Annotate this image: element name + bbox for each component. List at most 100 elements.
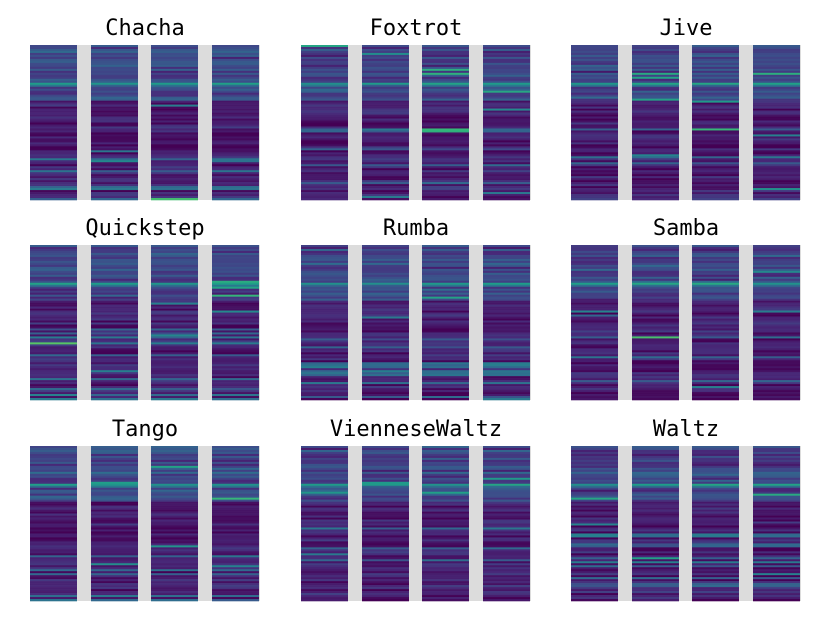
- spectrogram-row: [91, 336, 138, 339]
- spectrogram-row: [212, 352, 259, 355]
- spectrogram-row: [753, 390, 800, 393]
- spectrogram-row: [91, 278, 138, 282]
- spectrogram-row: [212, 338, 259, 341]
- spectrogram-row: [483, 469, 530, 473]
- spectrogram-row: [632, 276, 679, 280]
- spectrogram-row: [301, 597, 348, 600]
- spectrogram-row: [422, 587, 469, 590]
- spectrogram-row: [692, 473, 739, 477]
- spectrogram-row: [422, 332, 469, 335]
- spectrogram-row: [632, 158, 679, 161]
- spectrogram-row: [91, 60, 138, 64]
- spectrogram-row: [91, 543, 138, 546]
- spectrogram-row: [632, 513, 679, 516]
- spectrogram-row: [151, 382, 198, 385]
- spectrogram-row: [571, 449, 618, 453]
- spectrogram-row: [571, 140, 618, 143]
- spectrogram: [571, 45, 801, 201]
- spectrogram-row: [30, 174, 77, 177]
- spectrogram-row: [301, 561, 348, 564]
- spectrogram-row: [91, 45, 138, 48]
- spectrogram-row: [212, 384, 259, 387]
- spectrogram-row: [91, 398, 138, 401]
- spectrogram-row: [571, 328, 618, 331]
- spectrogram-row: [571, 122, 618, 125]
- spectrogram-row: [571, 100, 618, 103]
- spectrogram-row: [30, 64, 77, 68]
- spectrogram-row: [692, 332, 739, 335]
- spectrogram-row: [753, 304, 800, 307]
- spectrogram-row: [571, 288, 618, 292]
- spectrogram-row: [692, 286, 739, 290]
- spectrogram-row: [30, 152, 77, 155]
- spectrogram-row: [422, 537, 469, 540]
- spectrogram-row: [692, 330, 739, 333]
- spectrogram-row: [30, 453, 77, 457]
- spectrogram-row: [212, 102, 259, 105]
- spectrogram-row: [483, 176, 530, 179]
- spectrogram-row: [483, 284, 530, 288]
- spectrogram-row: [30, 593, 77, 596]
- spectrogram-row: [151, 499, 198, 502]
- spectrogram-row: [422, 118, 469, 121]
- spectrogram-row: [301, 256, 348, 260]
- spectrogram-row: [30, 268, 77, 272]
- spectrogram-row: [91, 272, 138, 276]
- spectrogram-row: [151, 280, 198, 284]
- spectrogram-row: [571, 120, 618, 123]
- spectrogram-row: [362, 457, 409, 461]
- spectrogram-row: [30, 250, 77, 254]
- spectrogram-row: [30, 567, 77, 570]
- spectrogram-row: [483, 509, 530, 512]
- spectrogram-row: [30, 150, 77, 153]
- spectrogram-row: [212, 489, 259, 493]
- spectrogram-row: [753, 182, 800, 185]
- spectrogram-row: [692, 392, 739, 395]
- spectrogram-row: [301, 266, 348, 270]
- spectrogram-row: [362, 485, 409, 489]
- spectrogram-row: [571, 455, 618, 459]
- spectrogram-row: [30, 122, 77, 125]
- spectrogram-row: [571, 254, 618, 258]
- spectrogram-row: [632, 154, 679, 157]
- spectrogram-row: [212, 374, 259, 377]
- spectrogram-row: [91, 388, 138, 391]
- spectrogram-row: [151, 148, 198, 151]
- spectrogram-row: [571, 523, 618, 526]
- spectrogram-row: [30, 282, 77, 286]
- spectrogram-row: [422, 334, 469, 337]
- spectrogram-row: [30, 198, 77, 201]
- spectrogram-row: [30, 82, 77, 86]
- spectrogram-row: [753, 575, 800, 578]
- spectrogram-row: [571, 483, 618, 487]
- spectrogram-row: [212, 170, 259, 173]
- spectrogram-row: [362, 330, 409, 333]
- spectrogram-row: [692, 78, 739, 82]
- spectrogram-row: [571, 132, 618, 135]
- spectrogram-row: [91, 565, 138, 568]
- spectrogram-row: [30, 296, 77, 299]
- spectrogram-row: [212, 68, 259, 72]
- spectrogram-row: [632, 527, 679, 530]
- spectrogram-row: [212, 94, 259, 97]
- spectrogram-row: [483, 451, 530, 455]
- spectrogram-row: [632, 565, 679, 568]
- spectrogram-row: [362, 467, 409, 471]
- spectrogram-row: [212, 511, 259, 514]
- spectrogram-row: [422, 376, 469, 379]
- spectrogram-row: [212, 465, 259, 469]
- spectrogram-row: [362, 92, 409, 95]
- spectrogram-row: [632, 571, 679, 574]
- spectrogram-row: [151, 477, 198, 481]
- spectrogram-row: [753, 134, 800, 137]
- spectrogram-row: [91, 56, 138, 60]
- spectrogram-row: [692, 102, 739, 105]
- spectrogram-row: [692, 104, 739, 107]
- spectrogram-row: [632, 342, 679, 345]
- spectrogram-row: [753, 196, 800, 199]
- spectrogram-row: [301, 485, 348, 489]
- spectrogram-row: [301, 378, 348, 381]
- spectrogram-row: [362, 94, 409, 97]
- spectrogram-row: [151, 348, 198, 351]
- spectrogram-row: [422, 372, 469, 375]
